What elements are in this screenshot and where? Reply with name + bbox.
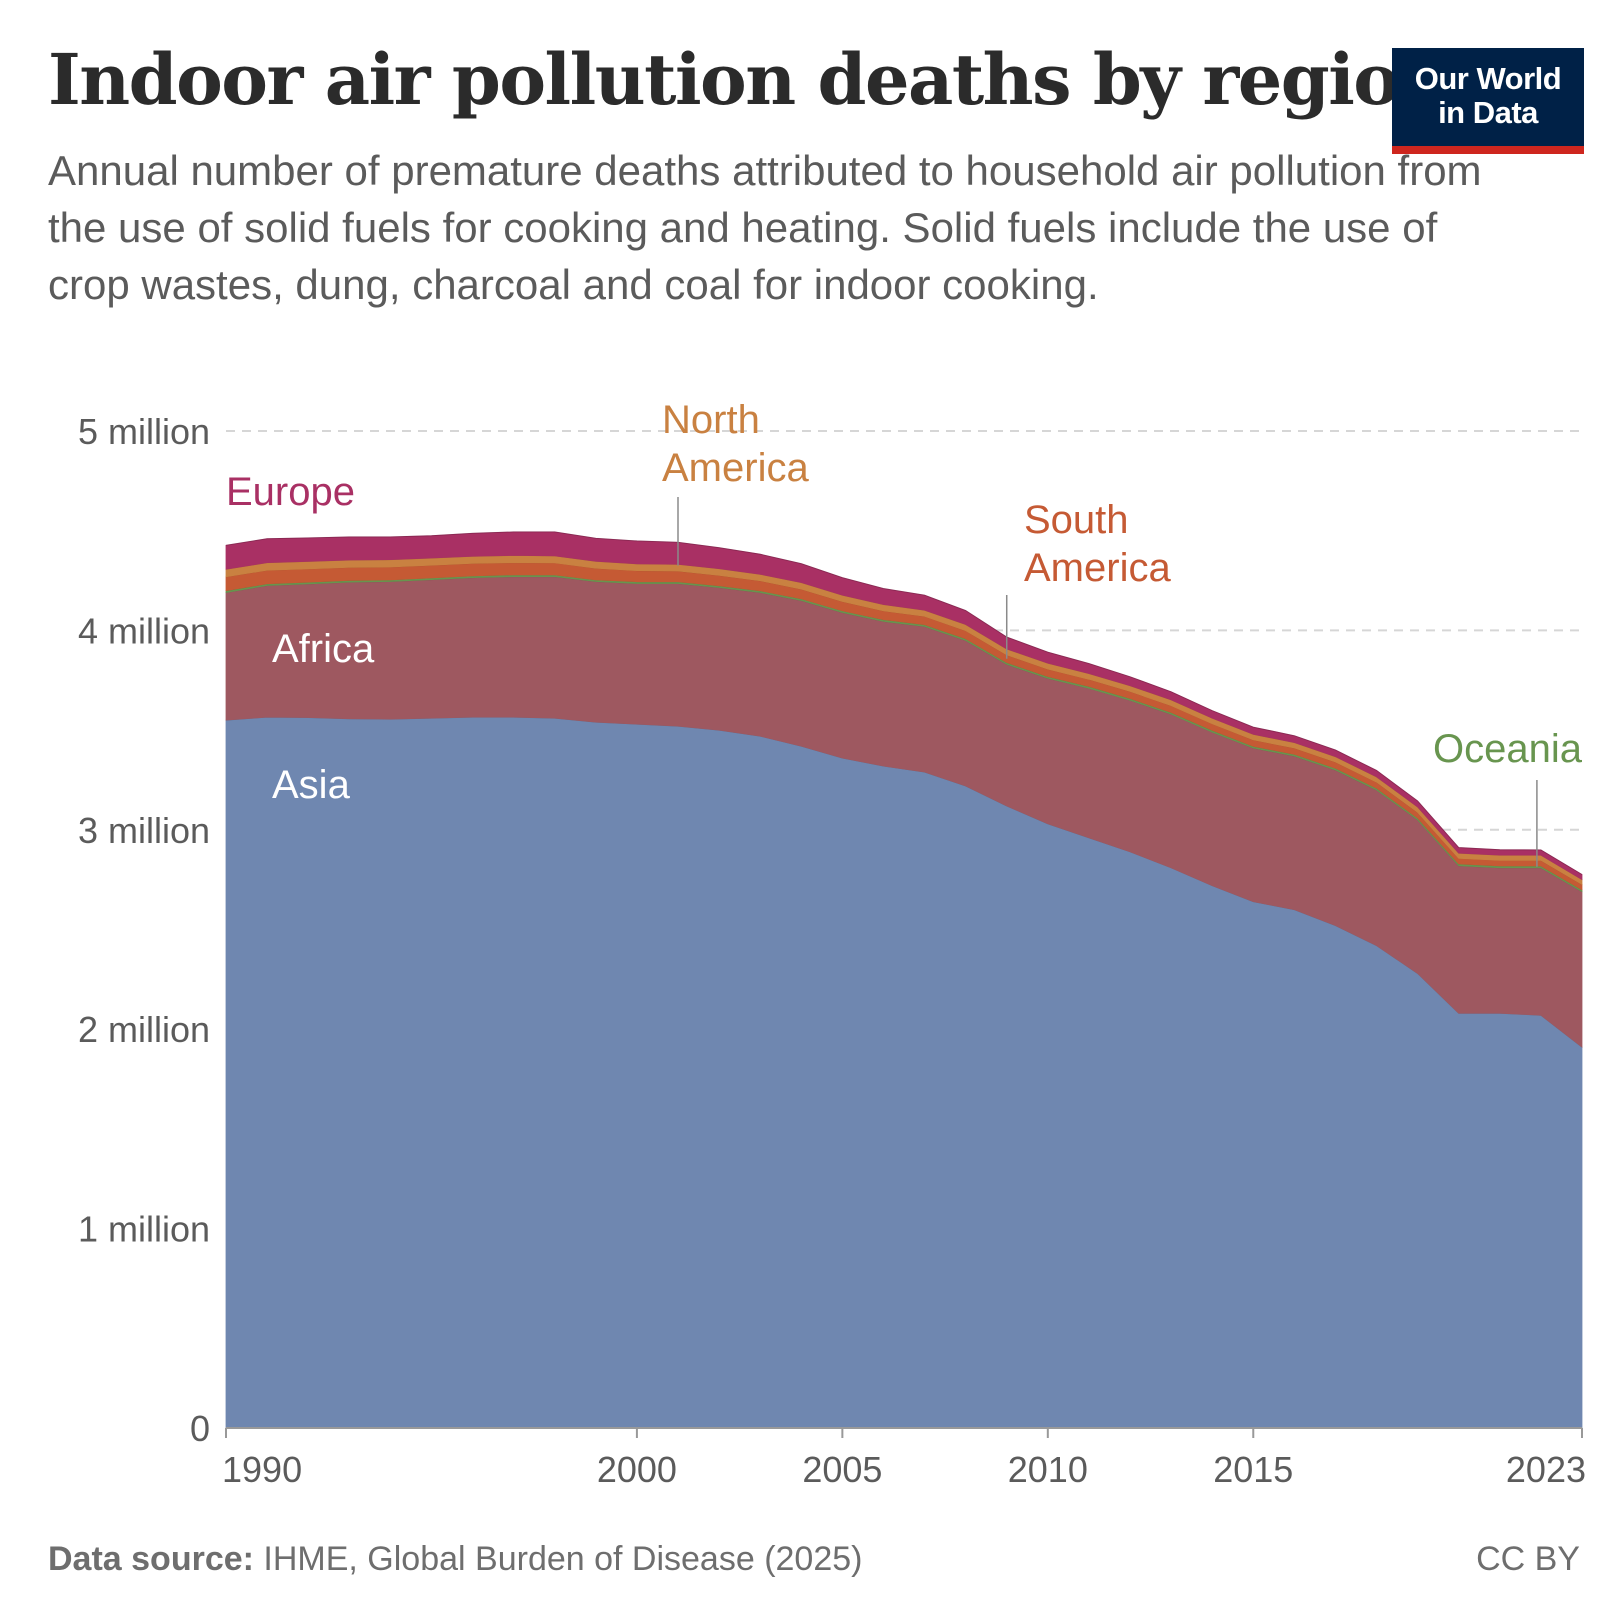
logo-line-2: in Data xyxy=(1438,95,1538,130)
label-south-america: South xyxy=(1024,498,1129,542)
owid-logo-text: Our World in Data xyxy=(1392,62,1584,130)
logo-line-1: Our World xyxy=(1414,61,1562,96)
data-source-text: IHME, Global Burden of Disease (2025) xyxy=(253,1540,863,1578)
y-tick-label: 4 million xyxy=(78,610,210,651)
label-oceania: Oceania xyxy=(1433,727,1583,771)
y-tick-label: 3 million xyxy=(78,810,210,851)
axes: 1990 2000 2005 2010 2015 2023 xyxy=(222,1427,1586,1490)
x-tick-label: 2005 xyxy=(802,1449,882,1490)
chart-subtitle: Annual number of premature deaths attrib… xyxy=(48,147,1482,308)
data-source: Data source: IHME, Global Burden of Dise… xyxy=(48,1540,862,1579)
y-tick-label: 5 million xyxy=(78,411,210,452)
x-tick-label: 2015 xyxy=(1213,1449,1293,1490)
label-europe: Europe xyxy=(226,470,355,514)
area-europe xyxy=(225,531,1583,881)
label-south-america: America xyxy=(1024,546,1171,590)
label-africa: Africa xyxy=(272,627,375,671)
series-labels: AsiaAfricaEuropeNorthAmericaSouthAmerica… xyxy=(226,398,1583,867)
license-link[interactable]: CC BY xyxy=(1476,1540,1580,1578)
area-edge-europe xyxy=(225,531,1583,875)
label-asia: Asia xyxy=(272,763,351,807)
x-tick-label: 2023 xyxy=(1506,1449,1586,1490)
owid-logo[interactable]: Our World in Data xyxy=(1392,48,1584,154)
y-tick-label: 2 million xyxy=(78,1009,210,1050)
chart-title: Indoor air pollution deaths by region xyxy=(48,38,1449,121)
label-north-america: America xyxy=(662,446,809,490)
area-series xyxy=(225,531,1583,1429)
label-north-america: North xyxy=(662,398,760,442)
x-tick-label: 2010 xyxy=(1008,1449,1088,1490)
x-tick-label: 2000 xyxy=(597,1449,677,1490)
data-source-label: Data source: xyxy=(48,1540,254,1578)
y-tick-label: 0 xyxy=(190,1408,210,1449)
x-tick-label: 1990 xyxy=(222,1449,302,1490)
y-tick-label: 1 million xyxy=(78,1209,210,1250)
